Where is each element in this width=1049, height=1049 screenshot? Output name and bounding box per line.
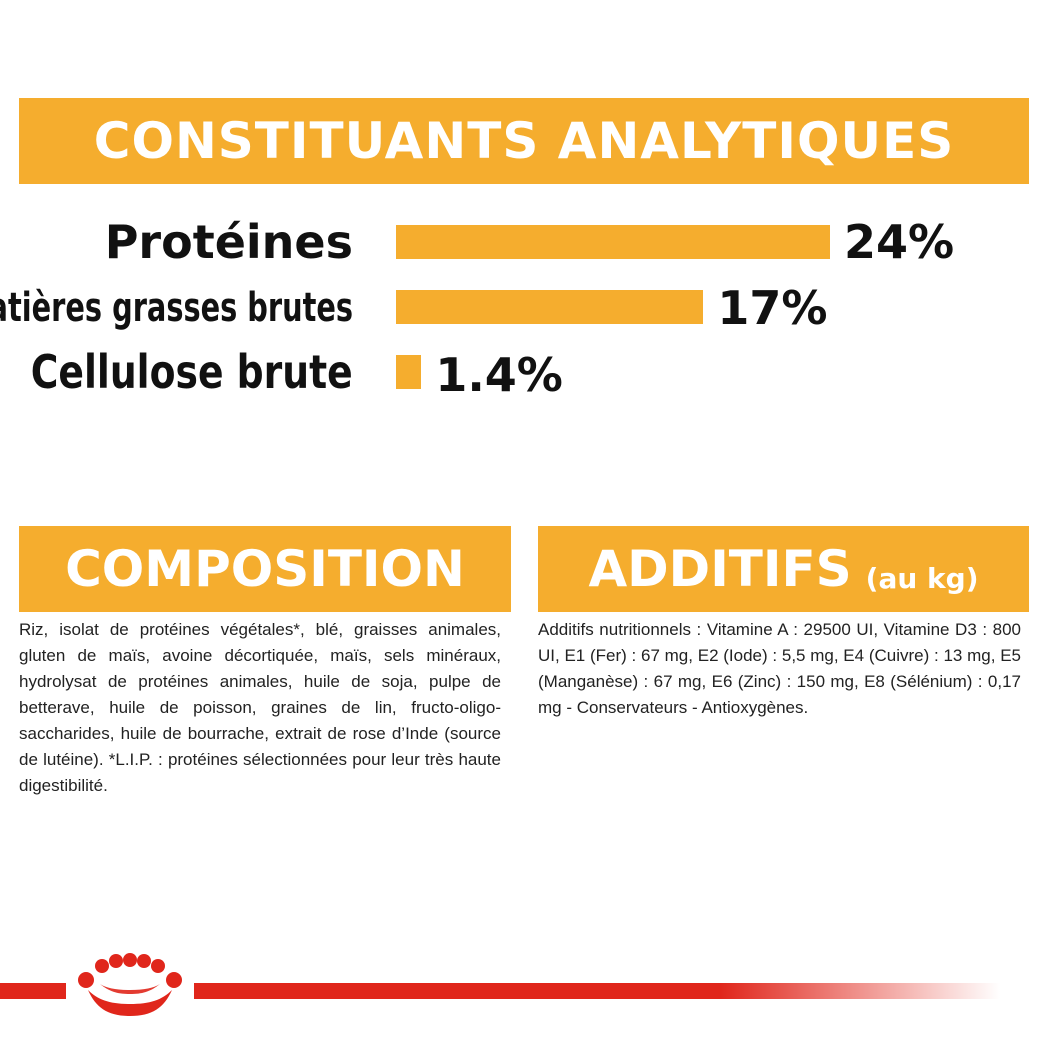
additives-text: Additifs nutritionnels : Vitamine A : 29… xyxy=(538,620,1021,717)
fiber-label-box: Cellulose brute xyxy=(20,342,353,402)
fat-bar xyxy=(396,290,704,324)
analytics-banner: CONSTITUANTS ANALYTIQUES xyxy=(19,98,1029,184)
fiber-value: 1.4% xyxy=(435,348,563,402)
fiber-bar xyxy=(396,355,422,389)
additives-title-suffix: (au kg) xyxy=(865,561,979,595)
fiber-label: Cellulose brute xyxy=(30,345,353,399)
additives-banner: ADDITIFS (au kg) xyxy=(538,526,1029,612)
fat-label: Matières grasses brutes xyxy=(0,285,353,331)
protein-value: 24% xyxy=(844,215,955,269)
fat-value: 17% xyxy=(717,281,828,335)
composition-title: COMPOSITION xyxy=(65,540,465,598)
crown-logo-icon xyxy=(78,953,182,1016)
protein-bar xyxy=(396,225,830,259)
analytics-title: CONSTITUANTS ANALYTIQUES xyxy=(93,112,955,170)
protein-label-box: Protéines xyxy=(20,212,353,272)
brand-logo xyxy=(66,950,194,1030)
footer-red-line xyxy=(0,983,1000,999)
composition-banner: COMPOSITION xyxy=(19,526,511,612)
fat-label-box: Matières grasses brutes xyxy=(0,278,353,338)
additives-title: ADDITIFS xyxy=(588,540,852,598)
composition-text: Riz, isolat de protéines végétales*, blé… xyxy=(19,620,501,795)
protein-label: Protéines xyxy=(104,215,353,269)
